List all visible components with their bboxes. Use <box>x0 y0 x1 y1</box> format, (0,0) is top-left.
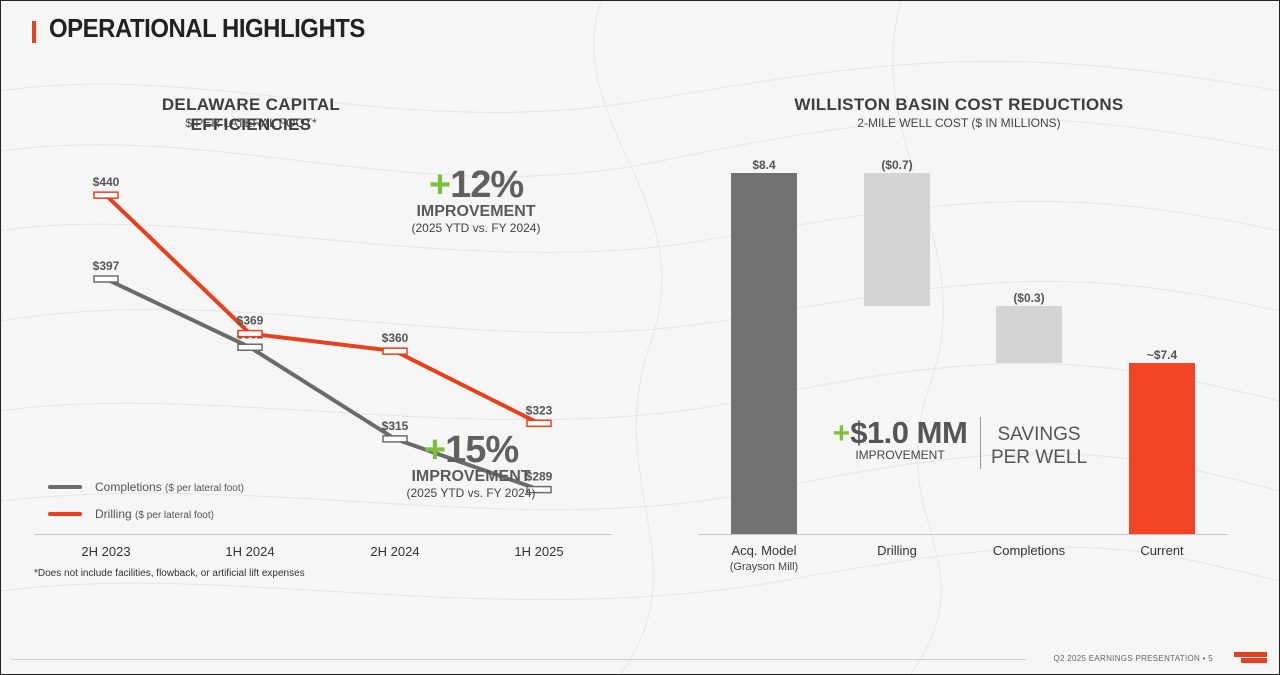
completions-value-label-3: $289 <box>526 470 553 484</box>
legend-item-drilling: Drilling ($ per lateral foot) <box>48 507 244 521</box>
drilling-value-label-0: $440 <box>93 175 120 189</box>
plus-icon: + <box>832 417 851 450</box>
drilling-improvement-label: IMPROVEMENT <box>416 203 536 220</box>
delaware-chart-subtitle: $ PER LATERAL FOOT* <box>185 116 317 130</box>
plus-icon: + <box>428 164 451 206</box>
savings-line-1: SAVINGS <box>997 424 1081 445</box>
delaware-chart-title: DELAWARE CAPITAL EFFICIENCIES <box>161 95 341 134</box>
completions-category-label: Completions <box>993 543 1066 558</box>
x-tick-label-2: 2H 2024 <box>370 544 419 559</box>
brand-logo-mark <box>1241 658 1267 663</box>
drilling-point-1 <box>237 329 263 338</box>
acq-model-category-label: Acq. Model <box>731 543 796 558</box>
drilling-category-label: Drilling <box>877 543 917 558</box>
williston-waterfall-chart: $8.4 ($0.7) ($0.3) ~$7.4 Acq. Model (Grayson … <box>698 158 1228 573</box>
drilling-improvement-sub: (2025 YTD vs. FY 2024) <box>411 221 541 235</box>
x-axis-line <box>34 534 612 535</box>
completions-improvement-callout: +15% IMPROVEMENT (2025 YTD vs. FY 2024) <box>376 429 566 500</box>
drilling-value-label-1: $369 <box>237 314 264 328</box>
savings-line-2: PER WELL <box>990 447 1088 468</box>
footer-divider <box>11 659 1026 660</box>
drilling-improvement-value: 12% <box>450 164 524 206</box>
x-tick-label-3: 1H 2025 <box>514 544 563 559</box>
savings-divider <box>980 417 981 469</box>
drilling-point-0 <box>93 191 119 199</box>
completions-value-label: ($0.3) <box>1013 291 1044 305</box>
drilling-series-line <box>104 193 540 426</box>
drilling-value-label-2: $360 <box>382 331 409 345</box>
legend-swatch-completions <box>48 485 82 489</box>
completions-improvement-sub: (2025 YTD vs. FY 2024) <box>406 486 536 500</box>
page-title: OPERATIONAL HIGHLIGHTS <box>49 13 365 43</box>
drilling-value-label-3: $323 <box>526 403 553 417</box>
footnote: *Does not include facilities, flowback, … <box>34 568 305 579</box>
completions-bar <box>996 306 1062 363</box>
legend: Completions ($ per lateral foot) Drillin… <box>48 480 244 521</box>
completions-point-2 <box>382 435 408 443</box>
completions-value-label-0: $397 <box>93 259 120 273</box>
current-bar <box>1129 363 1195 534</box>
completions-point-1 <box>237 343 263 351</box>
legend-label-completions: Completions <box>95 480 162 494</box>
x-tick-label-0: 2H 2023 <box>81 544 130 559</box>
legend-unit-completions: ($ per lateral foot) <box>165 483 244 494</box>
x-axis-line <box>698 534 1228 535</box>
drilling-bar <box>864 173 930 306</box>
williston-chart-subtitle: 2-MILE WELL COST ($ IN MILLIONS) <box>857 116 1061 130</box>
completions-point-3 <box>526 485 552 494</box>
x-tick-label-1: 1H 2024 <box>225 544 274 559</box>
footer-text: Q2 2025 EARNINGS PRESENTATION • 5 <box>1053 654 1213 663</box>
drilling-improvement-callout: +12% IMPROVEMENT (2025 YTD vs. FY 2024) <box>381 164 571 235</box>
completions-value-label-2: $315 <box>382 419 409 433</box>
savings-improvement-label: IMPROVEMENT <box>855 448 945 462</box>
completions-point-0 <box>93 275 119 283</box>
title-accent-bar <box>32 21 36 43</box>
completions-improvement-value: 15% <box>445 429 519 471</box>
savings-per-well: SAVINGS PER WELL <box>989 423 1089 469</box>
acq-model-category-sub: (Grayson Mill) <box>730 561 798 573</box>
williston-chart-title: WILLISTON BASIN COST REDUCTIONS <box>794 95 1124 114</box>
acq-model-value-label: $8.4 <box>752 158 776 172</box>
completions-series-line <box>105 277 540 492</box>
drilling-point-2 <box>382 347 408 355</box>
legend-unit-drilling: ($ per lateral foot) <box>135 510 214 521</box>
legend-swatch-drilling <box>48 512 82 516</box>
current-value-label: ~$7.4 <box>1147 348 1178 362</box>
acq-model-bar <box>731 173 797 534</box>
drilling-point-3 <box>526 419 552 428</box>
legend-label-drilling: Drilling <box>95 507 132 521</box>
drilling-value-label: ($0.7) <box>881 158 912 172</box>
savings-value: $1.0 MM <box>850 415 968 450</box>
current-category-label: Current <box>1140 543 1184 558</box>
completions-improvement-label: IMPROVEMENT <box>411 468 531 485</box>
savings-callout: +$1.0 MM IMPROVEMENT <box>825 415 975 462</box>
plus-icon: + <box>423 429 446 471</box>
legend-item-completions: Completions ($ per lateral foot) <box>48 480 244 494</box>
brand-logo-mark <box>1234 652 1267 657</box>
